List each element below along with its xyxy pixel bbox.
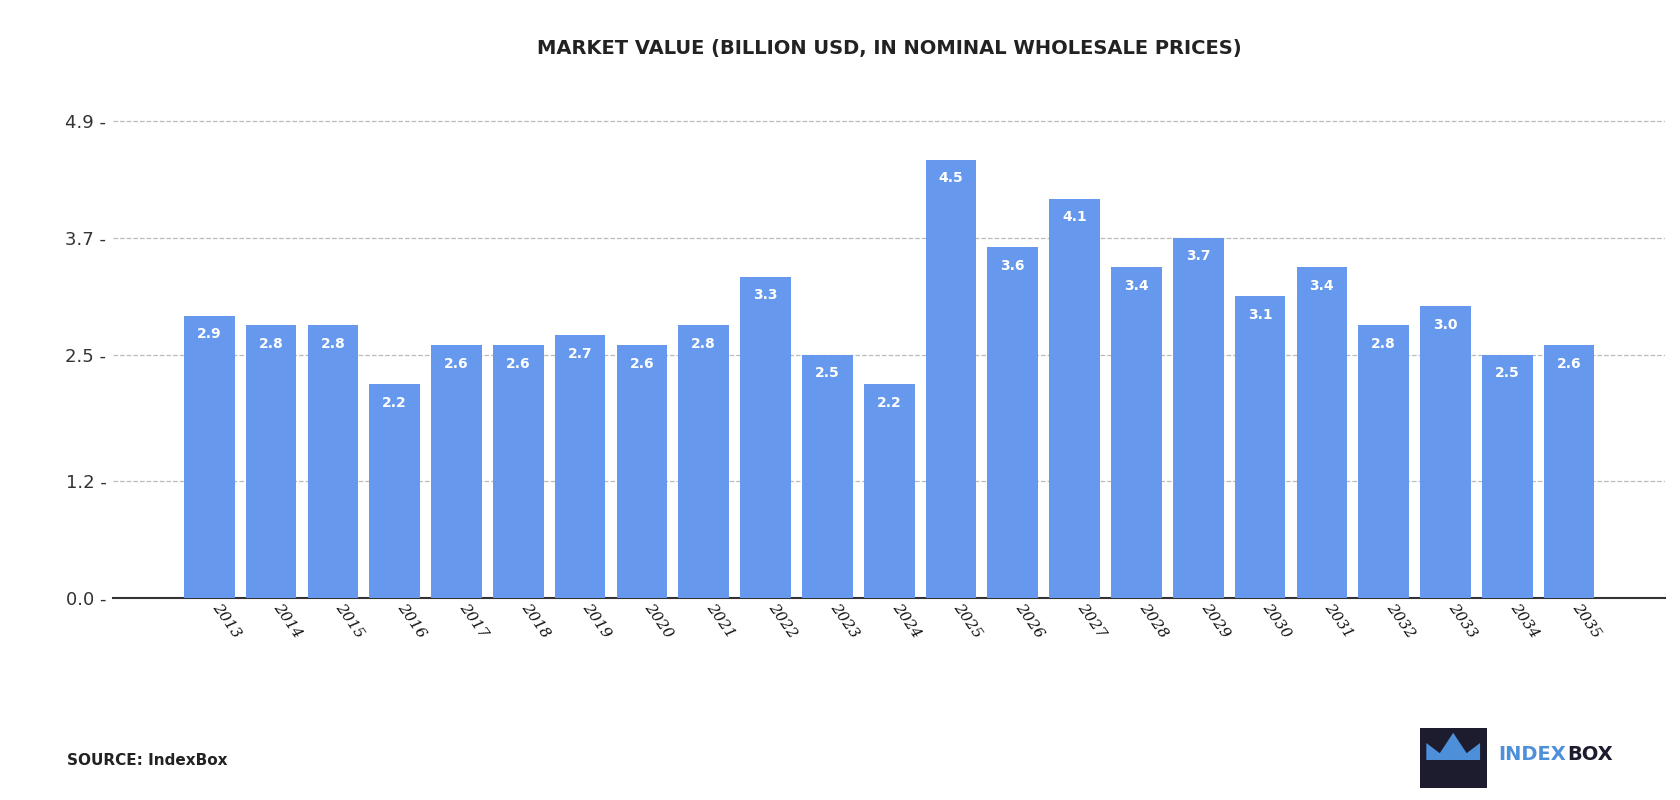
Text: 2.5: 2.5 <box>1495 366 1520 380</box>
Text: 2.5: 2.5 <box>815 366 840 380</box>
Bar <box>864 384 914 598</box>
Bar <box>245 326 296 598</box>
Bar <box>926 160 976 598</box>
Text: 3.0: 3.0 <box>1433 318 1458 331</box>
Bar <box>801 354 853 598</box>
Bar <box>1297 267 1347 598</box>
Text: 2.2: 2.2 <box>383 395 407 410</box>
FancyBboxPatch shape <box>1426 760 1480 785</box>
Text: 2.8: 2.8 <box>692 337 716 351</box>
Text: INDEX: INDEX <box>1499 745 1566 764</box>
Text: BOX: BOX <box>1567 745 1613 764</box>
Polygon shape <box>1426 733 1480 761</box>
Bar <box>370 384 420 598</box>
Title: MARKET VALUE (BILLION USD, IN NOMINAL WHOLESALE PRICES): MARKET VALUE (BILLION USD, IN NOMINAL WH… <box>538 39 1242 58</box>
FancyBboxPatch shape <box>1420 728 1487 788</box>
Text: 2.8: 2.8 <box>1371 337 1396 351</box>
Bar <box>1173 238 1223 598</box>
Bar <box>617 345 667 598</box>
Text: 3.7: 3.7 <box>1186 250 1211 263</box>
Bar <box>1420 306 1472 598</box>
Text: 2.8: 2.8 <box>259 337 284 351</box>
Bar <box>1235 296 1285 598</box>
Bar <box>432 345 482 598</box>
Text: 4.5: 4.5 <box>939 171 963 186</box>
Bar <box>741 277 791 598</box>
Bar <box>679 326 729 598</box>
Bar <box>1050 198 1100 598</box>
Text: 2.2: 2.2 <box>877 395 902 410</box>
Text: 4.1: 4.1 <box>1062 210 1087 225</box>
Text: 2.6: 2.6 <box>1557 357 1581 370</box>
Text: 3.1: 3.1 <box>1248 308 1272 322</box>
Text: 3.4: 3.4 <box>1124 278 1149 293</box>
Text: 2.6: 2.6 <box>444 357 469 370</box>
Text: 2.7: 2.7 <box>568 347 593 361</box>
Text: 2.9: 2.9 <box>197 327 222 342</box>
Text: 2.8: 2.8 <box>321 337 344 351</box>
Bar <box>1544 345 1594 598</box>
Bar <box>183 316 235 598</box>
Bar <box>554 335 605 598</box>
Bar <box>307 326 358 598</box>
Bar <box>492 345 544 598</box>
Text: 2.6: 2.6 <box>506 357 531 370</box>
Text: 3.3: 3.3 <box>753 288 778 302</box>
Bar <box>988 247 1038 598</box>
Bar <box>1359 326 1410 598</box>
Bar <box>1110 267 1163 598</box>
Bar <box>1482 354 1532 598</box>
Text: SOURCE: IndexBox: SOURCE: IndexBox <box>67 753 228 768</box>
Text: 3.4: 3.4 <box>1309 278 1334 293</box>
Text: 3.6: 3.6 <box>1001 259 1025 273</box>
Text: 2.6: 2.6 <box>630 357 654 370</box>
